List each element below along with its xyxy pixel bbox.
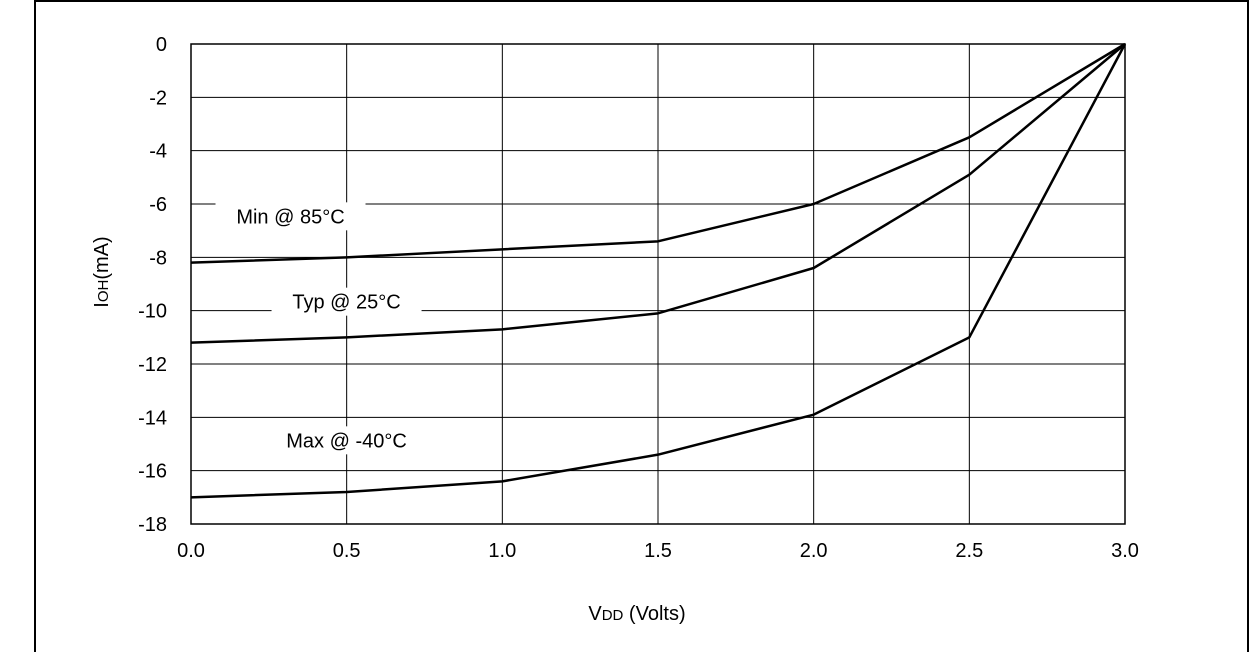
y-tick-label: -2 — [149, 87, 167, 109]
x-tick-label: 2.5 — [955, 540, 983, 562]
y-tick-label: -14 — [138, 407, 167, 429]
y-tick-label: 0 — [156, 34, 167, 56]
y-tick-label: -16 — [138, 461, 167, 483]
x-tick-label: 1.0 — [488, 540, 516, 562]
x-axis-label-main: V — [588, 603, 602, 625]
series-line-0 — [190, 42, 1126, 264]
x-axis-label-sub: DD — [602, 607, 624, 624]
annotation-0: Min @ 85°C — [215, 202, 366, 231]
annotation-1: Typ @ 25°C — [271, 287, 422, 316]
x-tick-label: 0.5 — [333, 540, 361, 562]
x-tick-label: 1.5 — [644, 540, 672, 562]
x-tick-label: 2.0 — [800, 540, 828, 562]
annotation-bg — [271, 287, 422, 316]
x-tick-label: 0.0 — [177, 540, 205, 562]
x-axis-label-rest: (Volts) — [623, 603, 685, 625]
tick-labels: 0 -2 -4 -6 -8 -10 -12 -14 -16 -18 0.0 0.5 1.0 1.5 2.0 2… — [138, 34, 1139, 562]
y-tick-label: -6 — [149, 194, 167, 216]
y-tick-label: -4 — [149, 141, 167, 163]
series-line-2 — [190, 43, 1127, 499]
y-tick-label: -10 — [138, 301, 167, 323]
chart-frame — [34, 0, 1249, 652]
annotation-2: Max @ -40°C — [271, 426, 422, 455]
x-axis-label: VDD (Volts) — [588, 603, 685, 625]
y-axis-label-sub: OH — [95, 280, 112, 303]
y-tick-label: -12 — [138, 354, 167, 376]
x-tick-label: 3.0 — [1111, 540, 1139, 562]
series-lines — [190, 42, 1127, 499]
annotations: Min @ 85°C Typ @ 25°C Max @ -40°C — [215, 202, 422, 455]
y-tick-label: -18 — [138, 514, 167, 536]
annotation-bg — [215, 202, 366, 231]
y-axis-label-rest: (mA) — [91, 236, 113, 279]
annotation-bg — [271, 426, 422, 455]
annotation-label: Typ @ 25°C — [292, 292, 400, 314]
annotation-label: Min @ 85°C — [236, 206, 344, 228]
y-tick-label: -8 — [149, 247, 167, 269]
y-axis-label-main: I — [91, 302, 113, 308]
plot-border — [190, 43, 1126, 525]
annotation-label: Max @ -40°C — [286, 430, 407, 452]
y-axis-label: IOH(mA) — [91, 236, 113, 307]
series-line-1 — [190, 43, 1126, 344]
